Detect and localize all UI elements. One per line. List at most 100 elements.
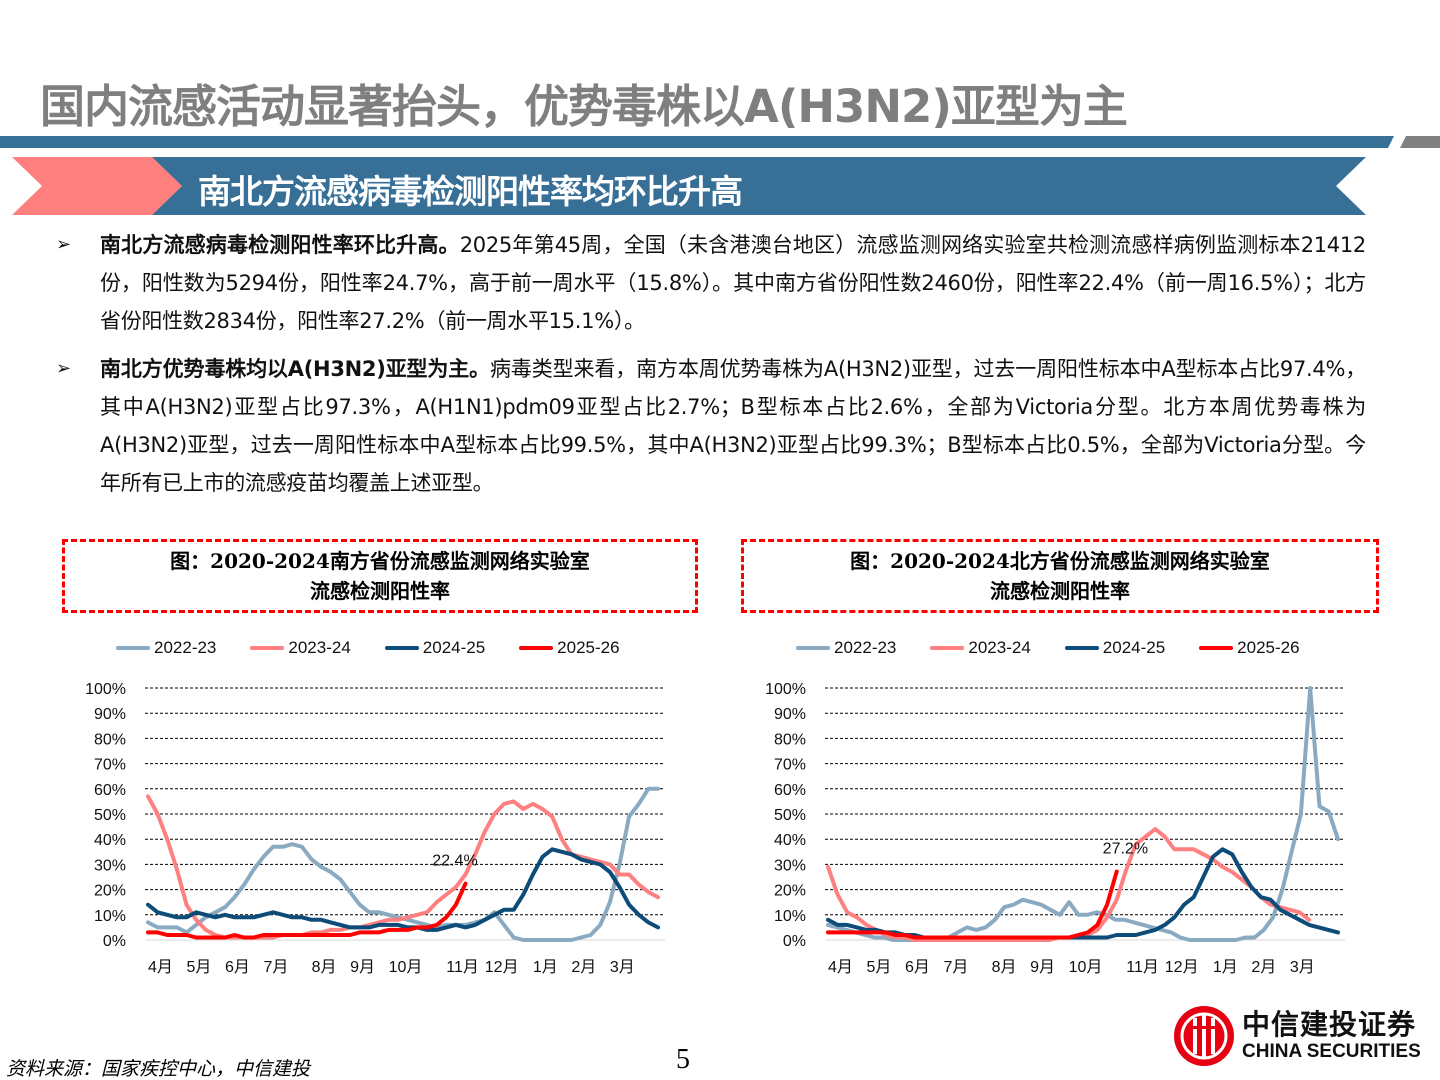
svg-text:70%: 70% [94, 757, 126, 774]
svg-text:40%: 40% [774, 832, 806, 849]
source-note: 资料来源：国家疾控中心，中信建投 [6, 1058, 311, 1080]
title-divider [0, 136, 1440, 150]
svg-text:60%: 60% [774, 782, 806, 799]
svg-text:10月: 10月 [389, 959, 423, 976]
legend-swatch [1199, 646, 1234, 650]
svg-text:40%: 40% [94, 832, 126, 849]
citic-logo-icon [1174, 1006, 1234, 1066]
svg-text:20%: 20% [774, 883, 806, 900]
legend-item: 2022-23 [116, 638, 216, 658]
svg-text:100%: 100% [85, 681, 126, 698]
logo-text-cn: 中信建投证券 [1242, 1008, 1417, 1041]
figure-title-line2: 流感检测阳性率 [310, 579, 450, 603]
svg-text:10月: 10月 [1069, 959, 1103, 976]
chevron-decoration [12, 157, 182, 215]
legend-label: 2025-26 [557, 638, 620, 657]
line-chart-south: 0% 10% 20% 30% 40% 50% 60% 70% 80% 90% 100% 4月 5月 6月 7… [60, 670, 680, 984]
bullet-list: ➢ 南北方流感病毒检测阳性率环比升高。2025年第45周，全国（未含港澳台地区）… [56, 226, 1366, 512]
svg-text:2月: 2月 [571, 959, 596, 976]
line-chart-north: 0% 10% 20% 30% 40% 50% 60% 70% 80% 90% 100% 4月 5月 6月 7… [740, 670, 1360, 984]
svg-text:2月: 2月 [1251, 959, 1276, 976]
figure-title-line2: 流感检测阳性率 [990, 579, 1130, 603]
svg-text:80%: 80% [774, 731, 806, 748]
svg-text:3月: 3月 [610, 959, 635, 976]
svg-text:7月: 7月 [263, 959, 288, 976]
legend-swatch [519, 646, 554, 650]
svg-text:12月: 12月 [485, 959, 519, 976]
legend-item: 2022-23 [796, 638, 896, 658]
legend-item: 2023-24 [930, 638, 1031, 658]
legend-label: 2022-23 [834, 638, 897, 657]
logo-text-en: CHINA SECURITIES [1242, 1041, 1421, 1062]
svg-text:1月: 1月 [1213, 959, 1238, 976]
svg-text:6月: 6月 [905, 959, 930, 976]
svg-text:1月: 1月 [533, 959, 558, 976]
section-banner-label: 南北方流感病毒检测阳性率均环比升高 [198, 172, 743, 211]
page-title: 国内流感活动显著抬头，优势毒株以A(H3N2)亚型为主 [40, 80, 1128, 133]
legend-swatch [116, 646, 150, 650]
svg-text:70%: 70% [774, 757, 806, 774]
figure-title-south: 图：2020-2024南方省份流感监测网络实验室 流感检测阳性率 [62, 539, 698, 613]
figure-title-text: 南方省份流感监测网络实验室 [329, 549, 590, 573]
legend-swatch [1064, 646, 1099, 650]
legend-label: 2024-25 [1102, 638, 1166, 657]
figure-title-years: 2020-2024 [890, 549, 1010, 573]
legend-swatch [796, 646, 830, 650]
bullet-item: ➢ 南北方流感病毒检测阳性率环比升高。2025年第45周，全国（未含港澳台地区）… [56, 226, 1366, 340]
legend-item: 2025-26 [519, 638, 620, 658]
bullet-text: 病毒类型来看，南方本周优势毒株为A(H3N2)亚型，过去一周阳性标本中A型标本占… [100, 357, 1366, 495]
bullet-heading: 南北方流感病毒检测阳性率环比升高。 [100, 233, 460, 257]
svg-text:80%: 80% [94, 731, 126, 748]
legend-item: 2024-25 [1064, 638, 1166, 658]
legend-label: 2024-25 [422, 638, 486, 657]
svg-text:11月: 11月 [1126, 959, 1159, 976]
legend-label: 2025-26 [1237, 638, 1300, 657]
figure-title-prefix: 图： [850, 549, 891, 573]
svg-text:10%: 10% [774, 908, 806, 925]
svg-text:50%: 50% [774, 807, 806, 824]
svg-text:20%: 20% [94, 883, 126, 900]
page-number: 5 [676, 1044, 690, 1075]
bullet-heading: 南北方优势毒株均以A(H3N2)亚型为主。 [100, 357, 491, 381]
figure-title-north: 图：2020-2024北方省份流感监测网络实验室 流感检测阳性率 [741, 539, 1379, 613]
svg-text:50%: 50% [94, 807, 126, 824]
svg-text:7月: 7月 [943, 959, 968, 976]
section-banner: 南北方流感病毒检测阳性率均环比升高 [12, 157, 1366, 215]
chart-legend-north: 2022-23 2023-24 2024-25 2025-26 [796, 638, 1300, 658]
legend-label: 2023-24 [288, 638, 351, 657]
figure-title-text: 北方省份流感监测网络实验室 [1009, 549, 1270, 573]
legend-label: 2023-24 [968, 638, 1031, 657]
legend-item: 2025-26 [1199, 638, 1300, 658]
arrow-bullet-icon: ➢ [56, 234, 71, 255]
svg-text:9月: 9月 [1030, 959, 1055, 976]
svg-text:90%: 90% [774, 706, 806, 723]
svg-text:8月: 8月 [312, 959, 337, 976]
legend-item: 2023-24 [250, 638, 351, 658]
svg-text:60%: 60% [94, 782, 126, 799]
svg-text:4月: 4月 [148, 959, 173, 976]
figure-title-years: 2020-2024 [210, 549, 330, 573]
svg-text:0%: 0% [783, 933, 806, 950]
svg-text:27.2%: 27.2% [1103, 840, 1148, 857]
svg-text:5月: 5月 [866, 959, 891, 976]
legend-swatch [250, 646, 285, 650]
svg-text:10%: 10% [94, 908, 126, 925]
svg-text:9月: 9月 [350, 959, 375, 976]
arrow-bullet-icon: ➢ [56, 358, 71, 379]
svg-text:30%: 30% [774, 857, 806, 874]
figure-title-prefix: 图： [170, 549, 211, 573]
bullet-text: 2025年第45周，全国（未含港澳台地区）流感监测网络实验室共检测流感样病例监测… [100, 233, 1366, 333]
svg-text:5月: 5月 [186, 959, 211, 976]
chart-legend-south: 2022-23 2023-24 2024-25 2025-26 [116, 638, 620, 658]
legend-item: 2024-25 [384, 638, 486, 658]
svg-text:3月: 3月 [1290, 959, 1315, 976]
bullet-item: ➢ 南北方优势毒株均以A(H3N2)亚型为主。病毒类型来看，南方本周优势毒株为A… [56, 350, 1366, 502]
company-logo: 中信建投证券 CHINA SECURITIES [1172, 1004, 1421, 1068]
svg-text:30%: 30% [94, 857, 126, 874]
svg-text:8月: 8月 [992, 959, 1017, 976]
legend-label: 2022-23 [154, 638, 217, 657]
legend-swatch [930, 646, 965, 650]
svg-text:100%: 100% [765, 681, 806, 698]
svg-text:22.4%: 22.4% [432, 853, 477, 870]
svg-text:6月: 6月 [225, 959, 250, 976]
